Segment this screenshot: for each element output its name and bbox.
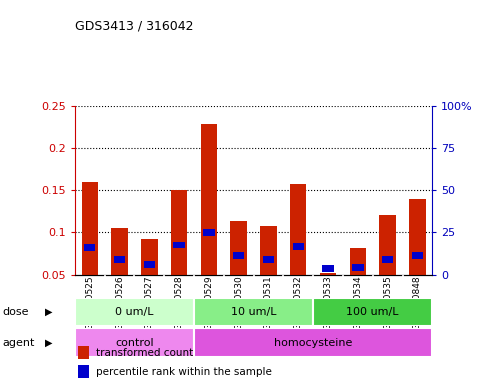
Text: GSM240534: GSM240534 — [354, 276, 362, 330]
Text: transformed count: transformed count — [96, 348, 194, 358]
Bar — [171, 190, 187, 275]
Bar — [112, 228, 128, 275]
Bar — [75, 298, 194, 326]
Bar — [263, 256, 274, 263]
Text: GSM240848: GSM240848 — [413, 276, 422, 330]
Bar — [290, 184, 306, 275]
Text: GSM240529: GSM240529 — [204, 276, 213, 330]
Bar — [194, 328, 432, 357]
Bar — [78, 365, 89, 378]
Text: 10 um/L: 10 um/L — [231, 307, 276, 317]
Text: control: control — [115, 338, 154, 348]
Bar — [260, 225, 277, 275]
Bar — [78, 346, 89, 359]
Bar — [352, 265, 364, 271]
Bar — [412, 252, 423, 258]
Bar — [84, 244, 96, 251]
Bar — [143, 261, 155, 268]
Bar — [114, 256, 125, 263]
Bar — [233, 252, 244, 258]
Bar — [350, 248, 366, 275]
Bar — [409, 199, 426, 275]
Text: GSM240533: GSM240533 — [324, 276, 332, 330]
Text: agent: agent — [2, 338, 35, 348]
Bar — [382, 256, 393, 263]
Text: dose: dose — [2, 307, 29, 317]
Text: GSM240530: GSM240530 — [234, 276, 243, 330]
Bar — [203, 229, 214, 236]
Bar — [201, 124, 217, 275]
Bar — [322, 265, 334, 272]
Bar — [141, 239, 157, 275]
Text: GSM240531: GSM240531 — [264, 276, 273, 330]
Text: percentile rank within the sample: percentile rank within the sample — [96, 367, 272, 377]
Text: ▶: ▶ — [44, 307, 52, 317]
Text: GSM240528: GSM240528 — [175, 276, 184, 330]
Text: ▶: ▶ — [44, 338, 52, 348]
Bar — [230, 221, 247, 275]
Bar — [380, 215, 396, 275]
Bar — [293, 243, 304, 250]
Text: GSM240535: GSM240535 — [383, 276, 392, 330]
Text: 0 um/L: 0 um/L — [115, 307, 154, 317]
Bar — [173, 242, 185, 248]
Text: GDS3413 / 316042: GDS3413 / 316042 — [75, 20, 193, 33]
Text: 100 um/L: 100 um/L — [346, 307, 399, 317]
Bar — [194, 298, 313, 326]
Text: GSM240526: GSM240526 — [115, 276, 124, 330]
Bar — [320, 273, 336, 275]
Bar — [313, 298, 432, 326]
Text: GSM240525: GSM240525 — [85, 276, 94, 330]
Bar — [75, 328, 194, 357]
Bar — [82, 182, 98, 275]
Text: GSM240532: GSM240532 — [294, 276, 303, 330]
Text: GSM240527: GSM240527 — [145, 276, 154, 330]
Text: homocysteine: homocysteine — [274, 338, 352, 348]
